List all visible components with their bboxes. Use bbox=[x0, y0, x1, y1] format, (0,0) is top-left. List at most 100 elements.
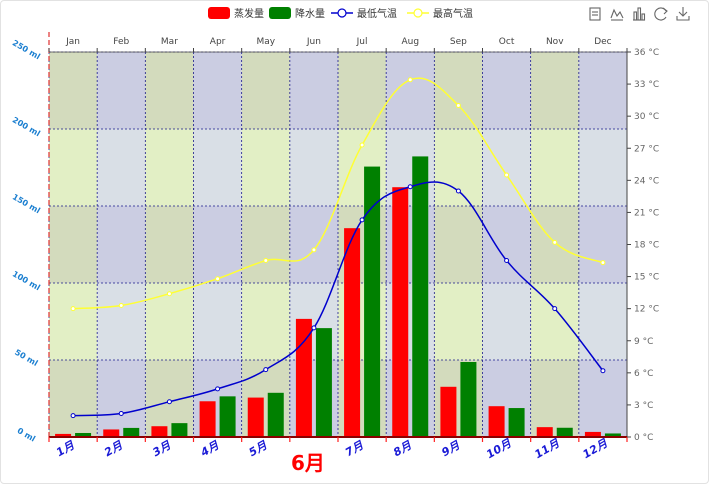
split-area-cell bbox=[241, 52, 290, 129]
line-min-temp-point[interactable] bbox=[407, 184, 413, 190]
bar-evaporation[interactable] bbox=[392, 187, 409, 437]
right-tick-label: 18 °C bbox=[634, 241, 659, 251]
left-tick-label: 150 ml bbox=[11, 192, 42, 215]
split-area-cell bbox=[241, 206, 290, 283]
split-area-cell bbox=[97, 283, 146, 360]
line-max-temp-point[interactable] bbox=[70, 306, 76, 312]
line-max-temp-point[interactable] bbox=[504, 172, 510, 178]
legend-swatch-marker bbox=[337, 8, 347, 18]
line-max-temp-point[interactable] bbox=[600, 260, 606, 266]
line-min-temp-point[interactable] bbox=[215, 386, 221, 392]
line-min-temp-point[interactable] bbox=[455, 188, 461, 194]
magic-type-bar-icon[interactable] bbox=[633, 7, 646, 21]
bar-evaporation[interactable] bbox=[295, 318, 312, 437]
top-tick-label: Jun bbox=[306, 37, 321, 47]
bottom-tick-label: 10月 bbox=[484, 436, 514, 461]
top-tick-label: Sep bbox=[450, 37, 467, 47]
top-tick-label: Nov bbox=[546, 37, 564, 47]
bottom-tick-label: 2月 bbox=[102, 438, 126, 459]
bar-precipitation[interactable] bbox=[219, 396, 236, 437]
split-area-cell bbox=[241, 129, 290, 206]
line-min-temp-point[interactable] bbox=[70, 413, 76, 419]
bar-precipitation[interactable] bbox=[412, 156, 429, 438]
legend: 蒸发量 降水量 最低气温 最高气温 bbox=[208, 7, 473, 20]
line-min-temp-point[interactable] bbox=[311, 325, 317, 331]
line-max-temp-point[interactable] bbox=[263, 258, 269, 264]
bar-evaporation[interactable] bbox=[440, 386, 457, 437]
legend-item[interactable]: 最低气温 bbox=[331, 7, 397, 20]
split-area-cell bbox=[578, 283, 627, 360]
bar-precipitation[interactable] bbox=[364, 166, 381, 438]
right-tick-label: 12 °C bbox=[634, 305, 659, 315]
bar-precipitation[interactable] bbox=[267, 392, 284, 437]
line-min-temp-point[interactable] bbox=[166, 399, 172, 405]
top-tick-label: Oct bbox=[499, 37, 515, 47]
bar-evaporation[interactable] bbox=[103, 429, 120, 437]
bar-precipitation[interactable] bbox=[556, 427, 573, 437]
split-area-cell bbox=[193, 206, 242, 283]
left-tick-label: 250 ml bbox=[11, 38, 42, 61]
split-area-cell bbox=[434, 129, 483, 206]
bar-precipitation[interactable] bbox=[171, 423, 188, 437]
right-tick-label: 30 °C bbox=[634, 112, 659, 122]
split-area-cell bbox=[49, 52, 98, 129]
legend-item[interactable]: 蒸发量 bbox=[208, 7, 264, 20]
top-tick-label: Jul bbox=[356, 37, 368, 47]
line-min-temp-point[interactable] bbox=[263, 367, 269, 373]
restore-icon[interactable] bbox=[654, 7, 668, 21]
bar-evaporation[interactable] bbox=[536, 427, 553, 437]
line-min-temp-point[interactable] bbox=[359, 217, 365, 223]
bar-precipitation[interactable] bbox=[75, 432, 92, 437]
data-view-icon[interactable] bbox=[589, 7, 601, 21]
legend-item[interactable]: 最高气温 bbox=[407, 7, 473, 20]
bar-precipitation[interactable] bbox=[604, 433, 621, 437]
line-max-temp-point[interactable] bbox=[455, 102, 461, 108]
legend-label: 蒸发量 bbox=[234, 7, 264, 20]
bar-evaporation[interactable] bbox=[344, 228, 361, 437]
line-min-temp-point[interactable] bbox=[504, 258, 510, 264]
bar-evaporation[interactable] bbox=[55, 433, 72, 437]
split-area-cell bbox=[482, 129, 531, 206]
line-min-temp-point[interactable] bbox=[552, 306, 558, 312]
split-area-cell bbox=[482, 206, 531, 283]
split-area-cell bbox=[193, 52, 242, 129]
bar-precipitation[interactable] bbox=[315, 328, 332, 437]
legend-label: 最低气温 bbox=[357, 7, 397, 20]
left-tick-label: 50 ml bbox=[13, 348, 39, 368]
split-area-cell bbox=[241, 283, 290, 360]
bar-evaporation[interactable] bbox=[584, 431, 601, 437]
bar-evaporation[interactable] bbox=[488, 406, 505, 437]
bottom-tick-label: 6月 bbox=[291, 451, 325, 475]
legend-label: 降水量 bbox=[295, 7, 325, 20]
save-image-icon[interactable] bbox=[676, 7, 690, 21]
bottom-tick-label: 4月 bbox=[198, 438, 222, 460]
legend-label: 最高气温 bbox=[433, 7, 473, 20]
split-area-cell bbox=[434, 206, 483, 283]
bar-evaporation[interactable] bbox=[199, 401, 216, 437]
bar-precipitation[interactable] bbox=[123, 427, 140, 437]
line-max-temp-point[interactable] bbox=[166, 291, 172, 297]
legend-item[interactable]: 降水量 bbox=[269, 7, 325, 20]
split-area-cell bbox=[145, 129, 194, 206]
line-max-temp-point[interactable] bbox=[359, 142, 365, 148]
line-min-temp-point[interactable] bbox=[118, 410, 124, 416]
bar-precipitation[interactable] bbox=[508, 408, 525, 437]
split-area-cell bbox=[434, 52, 483, 129]
magic-type-line-icon[interactable] bbox=[610, 8, 624, 21]
top-tick-label: Jan bbox=[65, 37, 80, 47]
line-max-temp-point[interactable] bbox=[311, 247, 317, 253]
line-max-temp-point[interactable] bbox=[118, 302, 124, 308]
split-area-cell bbox=[530, 52, 579, 129]
bar-precipitation[interactable] bbox=[460, 362, 477, 437]
line-max-temp-point[interactable] bbox=[407, 77, 413, 83]
line-min-temp-point[interactable] bbox=[600, 368, 606, 374]
bottom-tick-label: 5月 bbox=[247, 438, 271, 459]
bar-evaporation[interactable] bbox=[151, 426, 168, 437]
line-max-temp-point[interactable] bbox=[552, 239, 558, 245]
right-tick-label: 6 °C bbox=[634, 369, 653, 379]
line-max-temp-point[interactable] bbox=[215, 276, 221, 282]
right-tick-label: 21 °C bbox=[634, 208, 659, 218]
bar-evaporation[interactable] bbox=[247, 397, 264, 437]
right-tick-label: 27 °C bbox=[634, 144, 659, 154]
